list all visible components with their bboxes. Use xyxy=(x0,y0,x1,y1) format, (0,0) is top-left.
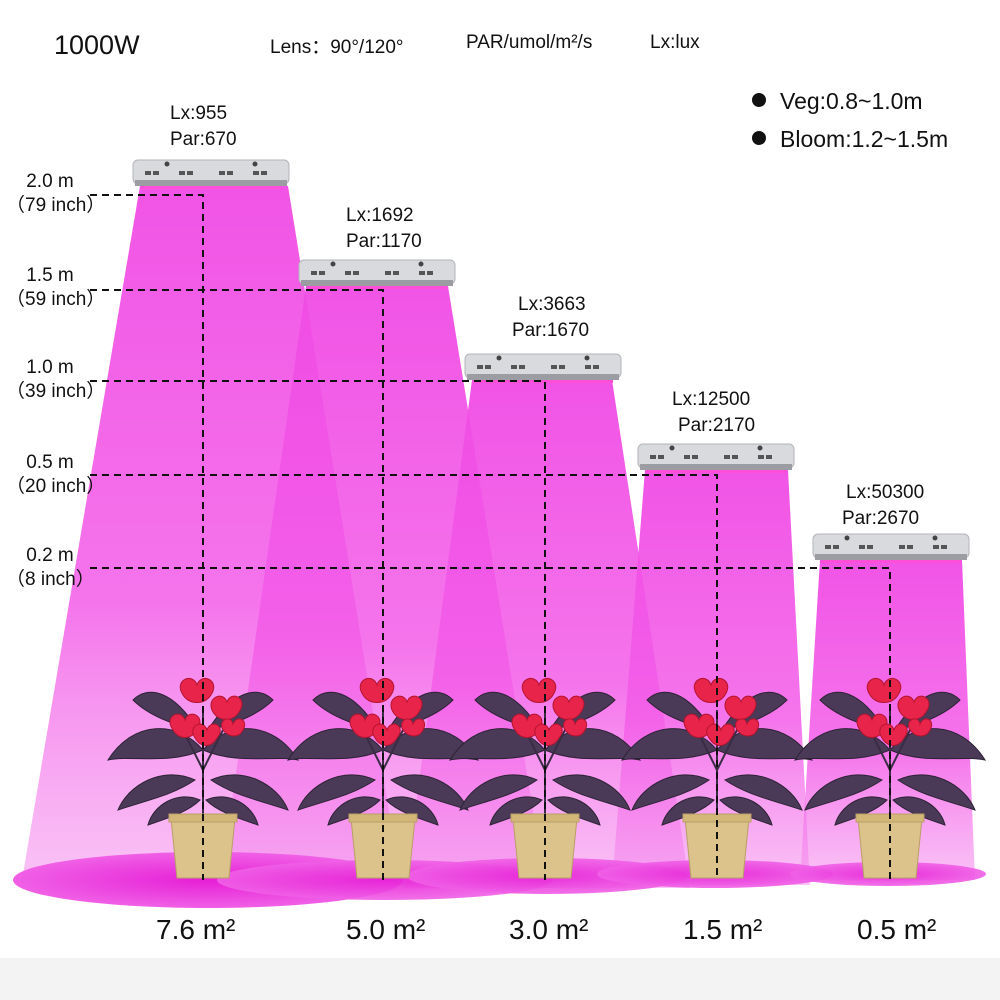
lux-value: Lx:1692 xyxy=(346,205,414,226)
grow-light-panel xyxy=(298,259,456,290)
bullet-icon xyxy=(752,93,766,107)
par-value: Par:2170 xyxy=(678,415,756,436)
height-label: 1.5 m （59 inch） xyxy=(6,264,106,312)
par-value: Par:1170 xyxy=(346,231,422,252)
lux-value: Lx:12500 xyxy=(672,389,751,410)
height-label: 0.5 m （20 inch） xyxy=(6,451,106,499)
par-unit-label: PAR/umol/m²/s xyxy=(466,32,593,53)
height-line xyxy=(90,289,384,880)
reading-0-2m: Lx:50300 Par:2670 xyxy=(842,480,925,532)
coverage-area-label: 0.5 m² xyxy=(857,914,937,945)
height-inches: （20 inch） xyxy=(6,476,106,497)
reading-0-5m: Lx:12500 Par:2170 xyxy=(672,387,755,439)
grow-light-panel xyxy=(812,533,970,564)
coverage-area-label: 5.0 m² xyxy=(346,914,426,945)
height-line xyxy=(90,567,891,880)
height-meters: 1.0 m xyxy=(26,357,74,378)
legend-bloom: Bloom:1.2~1.5m xyxy=(752,126,948,153)
lux-value: Lx:50300 xyxy=(846,482,925,503)
height-label: 1.0 m （39 inch） xyxy=(6,356,106,404)
height-inches: （59 inch） xyxy=(6,289,106,310)
height-inches: （39 inch） xyxy=(6,381,106,402)
coverage-area-label: 1.5 m² xyxy=(683,914,763,945)
lens-angle-label: Lens：90°/120° xyxy=(270,37,404,58)
lux-value: Lx:955 xyxy=(170,103,228,124)
power-rating: 1000W xyxy=(54,30,140,60)
grow-light-panel xyxy=(132,159,290,190)
par-value: Par:1670 xyxy=(512,320,590,341)
par-value: Par:670 xyxy=(170,129,237,150)
coverage-area-label: 3.0 m² xyxy=(509,914,589,945)
grow-light-panel xyxy=(637,443,795,474)
grow-light-panel xyxy=(464,353,622,384)
height-meters: 0.5 m xyxy=(26,452,74,473)
height-inches: （8 inch） xyxy=(6,569,95,590)
legend-bloom-text: Bloom:1.2~1.5m xyxy=(780,126,949,152)
height-label: 2.0 m （79 inch） xyxy=(6,170,106,218)
coverage-area-label: 7.6 m² xyxy=(156,914,236,945)
height-meters: 0.2 m xyxy=(26,545,74,566)
light-beam xyxy=(800,560,975,880)
legend-veg-text: Veg:0.8~1.0m xyxy=(780,88,923,114)
height-meters: 2.0 m xyxy=(26,171,74,192)
par-value: Par:2670 xyxy=(842,508,920,529)
height-meters: 1.5 m xyxy=(26,265,74,286)
height-label: 0.2 m （8 inch） xyxy=(6,544,95,592)
bullet-icon xyxy=(752,131,766,145)
height-inches: （79 inch） xyxy=(6,195,106,216)
height-line xyxy=(90,474,718,880)
footer-band xyxy=(0,958,1000,1000)
reading-1-5m: Lx:1692 Par:1170 xyxy=(346,203,422,255)
legend-veg: Veg:0.8~1.0m xyxy=(752,88,923,115)
lux-unit-label: Lx:lux xyxy=(650,32,700,53)
light-beam xyxy=(405,380,690,888)
height-line xyxy=(90,194,204,880)
reading-1m: Lx:3663 Par:1670 xyxy=(512,292,589,344)
reading-2m: Lx:955 Par:670 xyxy=(170,101,237,153)
lux-value: Lx:3663 xyxy=(518,294,586,315)
